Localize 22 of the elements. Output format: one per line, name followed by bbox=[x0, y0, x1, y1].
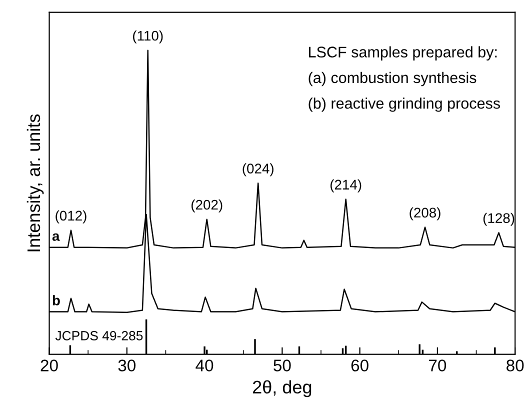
x-tick-label: 40 bbox=[196, 360, 214, 372]
annotation: (128) bbox=[483, 212, 514, 226]
x-axis-title: 2θ, deg bbox=[252, 380, 312, 398]
annotation: (202) bbox=[192, 199, 222, 212]
annotation: LSCF samples prepared by: bbox=[309, 46, 497, 61]
annotation: (024) bbox=[242, 163, 274, 176]
x-tick-label: 60 bbox=[351, 360, 368, 372]
series-label: a bbox=[52, 233, 60, 241]
series-label: JCPDS 49-285 bbox=[55, 331, 143, 340]
annotation: (208) bbox=[410, 207, 440, 220]
annotation: (012) bbox=[56, 210, 86, 224]
x-tick-label: 30 bbox=[118, 360, 136, 372]
x-tick-label: 70 bbox=[429, 360, 446, 372]
x-tick-label: 80 bbox=[506, 360, 524, 372]
x-tick-label: 50 bbox=[274, 360, 291, 372]
x-tick-label: 20 bbox=[40, 360, 58, 372]
y-axis-title: Intensity, ar. units bbox=[26, 114, 44, 252]
annotation: (110) bbox=[133, 30, 163, 44]
annotation: (214) bbox=[330, 179, 362, 192]
series-label: b bbox=[52, 295, 60, 306]
annotation: (b) reactive grinding process bbox=[308, 98, 500, 112]
annotation: (a) combustion synthesis bbox=[308, 72, 476, 86]
